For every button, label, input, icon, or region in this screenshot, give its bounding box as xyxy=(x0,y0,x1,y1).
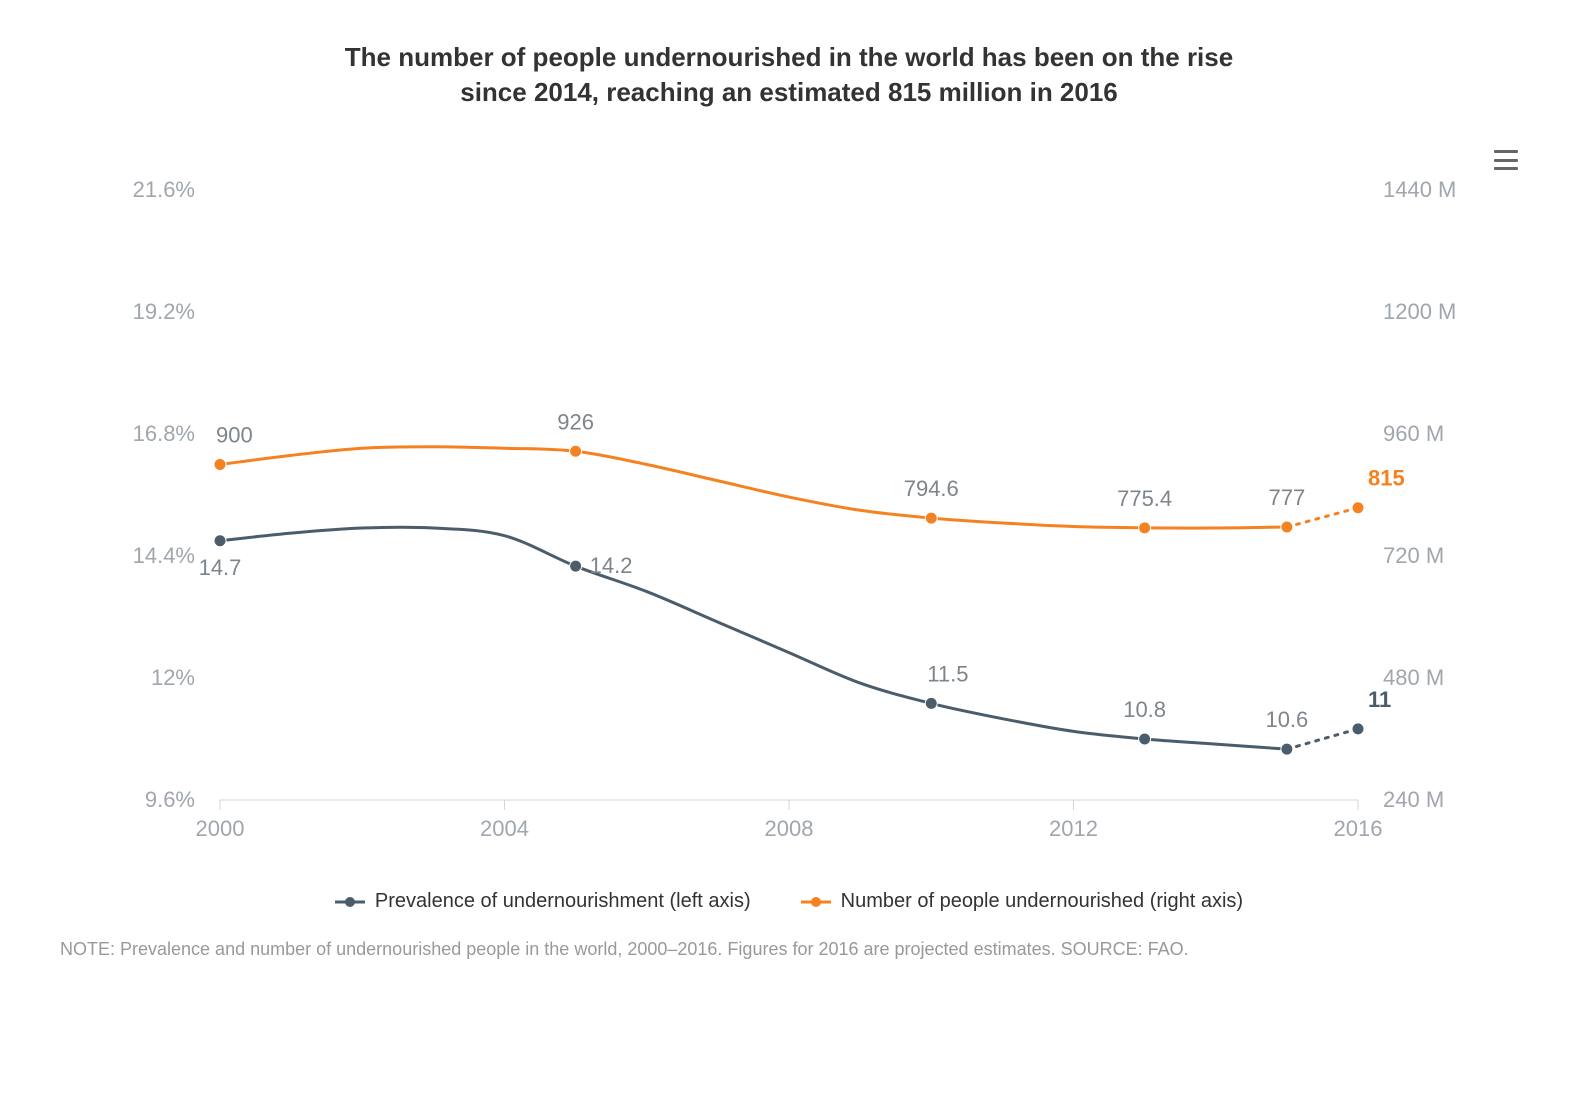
data-label-prevalence: 11.5 xyxy=(927,662,968,687)
y-left-tick-label: 12% xyxy=(151,665,195,690)
data-label-number: 900 xyxy=(216,423,253,448)
title-line-2: since 2014, reaching an estimated 815 mi… xyxy=(460,77,1118,107)
legend-label: Prevalence of undernourishment (left axi… xyxy=(375,890,751,913)
line-number-projected xyxy=(1287,508,1358,527)
y-right-tick-label: 1200 M xyxy=(1383,299,1456,324)
line-chart: 2000 2004 2008 2012 2016 9.6% 12% 14.4% 16.8% 19.… xyxy=(60,160,1518,860)
data-label-number: 775.4 xyxy=(1117,486,1172,511)
legend-marker xyxy=(335,895,365,909)
data-label-number: 815 xyxy=(1368,466,1405,491)
data-label-prevalence: 10.8 xyxy=(1123,697,1166,722)
y-left-tick-label: 19.2% xyxy=(133,299,195,324)
data-label-number: 794.6 xyxy=(904,476,959,501)
marker-prevalence[interactable] xyxy=(214,535,226,547)
legend-label: Number of people undernourished (right a… xyxy=(841,890,1243,913)
x-tick-label: 2008 xyxy=(765,816,814,841)
legend-item-prevalence[interactable]: Prevalence of undernourishment (left axi… xyxy=(335,890,751,913)
x-tick-label: 2016 xyxy=(1334,816,1383,841)
y-right-tick-label: 1440 M xyxy=(1383,177,1456,202)
menu-icon[interactable] xyxy=(1494,150,1518,170)
data-label-prevalence: 14.2 xyxy=(590,553,633,578)
legend: Prevalence of undernourishment (left axi… xyxy=(60,890,1518,913)
marker-number[interactable] xyxy=(570,445,582,457)
data-label-prevalence: 11 xyxy=(1368,687,1391,712)
chart-title: The number of people undernourished in t… xyxy=(60,40,1518,110)
legend-item-number[interactable]: Number of people undernourished (right a… xyxy=(801,890,1243,913)
y-right-tick-label: 480 M xyxy=(1383,665,1444,690)
marker-number[interactable] xyxy=(1352,502,1364,514)
marker-number[interactable] xyxy=(1139,522,1151,534)
marker-number[interactable] xyxy=(925,512,937,524)
y-left-tick-label: 21.6% xyxy=(133,177,195,202)
data-label-prevalence: 14.7 xyxy=(199,555,242,580)
marker-prevalence[interactable] xyxy=(1139,733,1151,745)
marker-prevalence[interactable] xyxy=(1281,743,1293,755)
x-tick-label: 2000 xyxy=(196,816,245,841)
marker-prevalence[interactable] xyxy=(925,698,937,710)
y-left-tick-label: 9.6% xyxy=(145,787,195,812)
x-tick-label: 2004 xyxy=(480,816,529,841)
plot-wrap: 2000 2004 2008 2012 2016 9.6% 12% 14.4% 16.8% 19.… xyxy=(60,160,1518,860)
legend-marker xyxy=(801,895,831,909)
x-tick-label: 2012 xyxy=(1049,816,1098,841)
y-right-tick-label: 720 M xyxy=(1383,543,1444,568)
data-label-number: 926 xyxy=(557,409,594,434)
data-label-number: 777 xyxy=(1269,485,1306,510)
footnote: NOTE: Prevalence and number of undernour… xyxy=(60,939,1518,960)
y-left-tick-label: 16.8% xyxy=(133,421,195,446)
y-right-tick-label: 240 M xyxy=(1383,787,1444,812)
data-label-prevalence: 10.6 xyxy=(1265,707,1308,732)
chart-container: The number of people undernourished in t… xyxy=(60,40,1518,960)
marker-prevalence[interactable] xyxy=(570,560,582,572)
marker-number[interactable] xyxy=(1281,521,1293,533)
marker-number[interactable] xyxy=(214,459,226,471)
marker-prevalence[interactable] xyxy=(1352,723,1364,735)
title-line-1: The number of people undernourished in t… xyxy=(345,42,1233,72)
y-left-tick-label: 14.4% xyxy=(133,543,195,568)
y-right-tick-label: 960 M xyxy=(1383,421,1444,446)
